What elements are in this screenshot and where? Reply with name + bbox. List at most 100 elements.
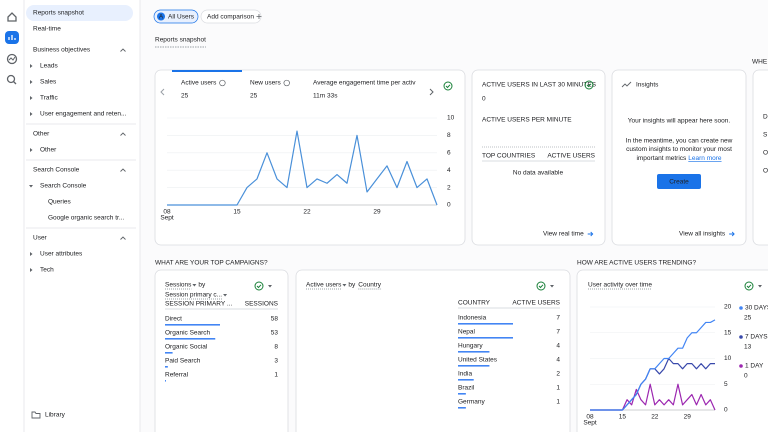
dropdown-icon[interactable] <box>758 285 762 288</box>
expand-arrow[interactable] <box>30 80 33 84</box>
nav-item[interactable]: Real-time <box>33 26 61 33</box>
status-icon[interactable] <box>744 281 754 291</box>
row-value: 1 <box>556 399 560 406</box>
expand-arrow[interactable] <box>30 252 33 256</box>
segment-label[interactable]: All Users <box>168 14 195 21</box>
segment-badge-label: A <box>159 14 164 21</box>
legend-swatch <box>739 335 743 339</box>
create-button[interactable] <box>657 174 701 189</box>
status-check <box>538 284 544 289</box>
dropdown-icon[interactable] <box>550 285 554 288</box>
dimension-selector[interactable]: Session primary c... <box>165 292 222 299</box>
x-tick-label: 22 <box>303 209 311 216</box>
x-tick-label: 29 <box>373 209 381 216</box>
view-link[interactable]: View all insights <box>679 231 726 238</box>
status-check <box>256 284 262 289</box>
status-icon[interactable] <box>254 281 264 291</box>
dimension-selector[interactable]: Country <box>358 282 382 289</box>
tab-label[interactable]: New users <box>250 80 281 87</box>
row-value: 8 <box>274 344 278 351</box>
collapse-icon[interactable] <box>120 132 126 136</box>
expand-arrow[interactable] <box>30 64 33 68</box>
tab-label[interactable]: Active users <box>181 80 217 87</box>
next-button[interactable] <box>429 88 434 96</box>
segment-chip[interactable] <box>153 9 199 24</box>
link-arrow[interactable] <box>729 231 735 237</box>
expand-arrow[interactable] <box>30 96 33 100</box>
dropdown-icon[interactable] <box>223 294 228 297</box>
nav-section-title[interactable]: Search Console <box>33 167 80 174</box>
view-link[interactable]: View real time <box>543 231 584 238</box>
explore-glyph <box>8 56 16 61</box>
x-tick-label: 08 <box>163 209 171 216</box>
nav-item[interactable]: Other <box>40 147 57 154</box>
nav-subitem[interactable]: Queries <box>48 199 72 206</box>
segment-badge <box>157 12 165 21</box>
section-label: HOW ARE ACTIVE USERS TRENDING? <box>577 260 696 267</box>
card <box>154 269 289 432</box>
add-comparison-label[interactable]: Add comparison <box>207 14 254 21</box>
metric-selector[interactable]: Sessions <box>165 282 192 289</box>
nav-section-title[interactable]: Business objectives <box>33 47 91 54</box>
card-title[interactable]: User activity over time <box>588 282 652 289</box>
collapse-icon[interactable] <box>120 168 126 172</box>
row-label: Organic Search <box>165 330 211 337</box>
row-label: Paid Search <box>165 358 201 365</box>
status-icon[interactable] <box>536 281 546 291</box>
expand-arrow[interactable] <box>29 185 33 188</box>
card-title: Insights <box>636 82 659 89</box>
create-button-label[interactable]: Create <box>669 179 689 186</box>
explore-icon[interactable] <box>6 53 18 65</box>
nav-item[interactable]: Reports snapshot <box>33 10 84 17</box>
row-bar <box>458 323 513 325</box>
reports-glyph <box>8 35 16 40</box>
y-tick-label: 10 <box>724 355 732 362</box>
expand-arrow[interactable] <box>30 268 33 272</box>
metric-selector[interactable]: Active users <box>306 282 342 289</box>
expand-arrow[interactable] <box>30 112 33 116</box>
nav-subitem[interactable]: Google organic search tr... <box>48 215 124 222</box>
collapse-icon[interactable] <box>120 48 126 52</box>
section-label: WHE <box>752 59 768 66</box>
y-tick-label: 5 <box>724 381 728 388</box>
status-icon[interactable] <box>584 80 594 90</box>
insights-body: custom insights to monitor your most <box>626 146 732 153</box>
x-tick-label: 29 <box>684 414 692 421</box>
row-value: 7 <box>556 329 560 336</box>
tab-label[interactable]: Average engagement time per activ <box>313 80 416 87</box>
collapse-icon[interactable] <box>120 236 126 240</box>
nav-item[interactable]: User engagement and reten... <box>40 111 127 118</box>
nav-item[interactable]: User attributes <box>40 251 83 258</box>
nav-item[interactable]: Leads <box>40 63 58 70</box>
link-arrow[interactable] <box>587 231 594 237</box>
y-tick-label: 15 <box>724 329 732 336</box>
legend-value: 0 <box>744 373 748 380</box>
nav-section-title[interactable]: User <box>33 235 48 242</box>
nav-item[interactable]: Sales <box>40 79 57 86</box>
learn-more-link[interactable]: Learn more <box>688 155 722 162</box>
library-icon[interactable] <box>31 411 41 419</box>
prev-button[interactable] <box>160 88 165 96</box>
dropdown-icon[interactable] <box>342 284 347 287</box>
nav-section-title[interactable]: Other <box>33 131 50 138</box>
dropdown-icon[interactable] <box>268 285 272 288</box>
nav-item[interactable]: Traffic <box>40 95 58 102</box>
card <box>752 69 768 246</box>
insights-icon <box>621 81 632 88</box>
tab-value: 25 <box>250 93 258 100</box>
advertising-icon[interactable] <box>6 74 16 84</box>
dropdown-icon[interactable] <box>192 284 197 287</box>
x-tick-label: 22 <box>651 414 659 421</box>
x-tick-sublabel: Sept <box>583 420 597 427</box>
home-icon[interactable] <box>7 12 17 22</box>
tab-value: 25 <box>181 93 189 100</box>
status-icon[interactable] <box>443 81 453 91</box>
nav-library[interactable]: Library <box>45 412 66 419</box>
column-header: COUNTRY <box>458 300 491 307</box>
expand-arrow[interactable] <box>30 148 33 152</box>
y-tick-label: 8 <box>447 132 451 139</box>
nav-item[interactable]: Search Console <box>40 183 87 190</box>
nav-item[interactable]: Tech <box>40 267 54 274</box>
sidebar <box>0 0 140 432</box>
